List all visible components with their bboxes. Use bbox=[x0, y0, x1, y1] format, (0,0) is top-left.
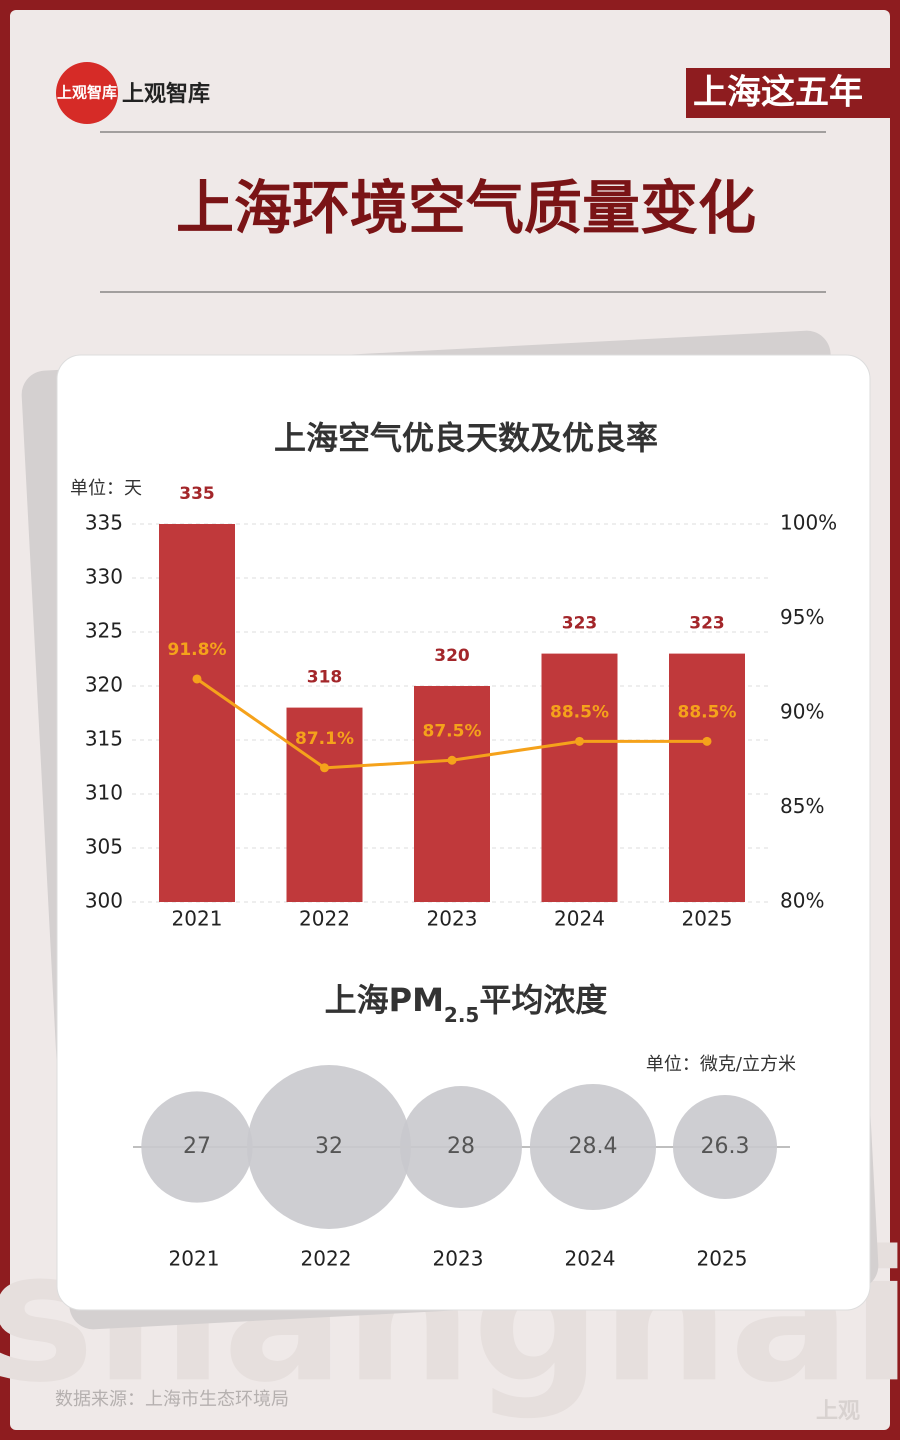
bar bbox=[669, 653, 745, 902]
line-label: 87.1% bbox=[295, 729, 354, 749]
y2-tick-label: 100% bbox=[780, 511, 837, 535]
line-label: 88.5% bbox=[678, 702, 737, 722]
line-point bbox=[320, 763, 329, 773]
line-point bbox=[702, 736, 712, 746]
y-tick-label: 330 bbox=[85, 565, 123, 589]
bubble-label: 28.4 bbox=[569, 1134, 618, 1159]
bubble-label: 28 bbox=[447, 1134, 475, 1159]
bubble bbox=[529, 1083, 657, 1211]
bubble bbox=[673, 1095, 777, 1199]
y-tick-label: 335 bbox=[85, 511, 123, 535]
line-label: 91.8% bbox=[168, 640, 227, 660]
bar-label: 318 bbox=[307, 668, 343, 688]
x-tick-label: 2022 bbox=[301, 1247, 352, 1271]
corner-mark: 上观 bbox=[816, 1399, 860, 1424]
logo bbox=[56, 62, 118, 124]
line-point bbox=[192, 674, 202, 684]
x-tick-label: 2023 bbox=[433, 1247, 484, 1271]
bar bbox=[414, 686, 490, 902]
x-tick-label: 2022 bbox=[299, 907, 350, 931]
brand: 上观智库 bbox=[122, 81, 210, 107]
title-sub: 2.5 bbox=[444, 1003, 479, 1027]
bar-label: 335 bbox=[179, 484, 215, 504]
y2-tick-label: 95% bbox=[780, 605, 824, 629]
logo-text: 上观智库 bbox=[57, 84, 117, 102]
chart-title: 上海PM2.5平均浓度 bbox=[325, 981, 608, 1027]
badge: 上海这五年 bbox=[693, 73, 863, 113]
line-point bbox=[575, 736, 584, 746]
bar bbox=[159, 524, 235, 902]
bubble bbox=[247, 1065, 411, 1229]
y-tick-label: 315 bbox=[85, 727, 123, 751]
bubble bbox=[141, 1091, 253, 1203]
bar bbox=[541, 653, 618, 902]
x-tick-label: 2024 bbox=[565, 1247, 616, 1271]
unit: 单位：微克/立方米 bbox=[646, 1054, 796, 1075]
line-label: 87.5% bbox=[423, 721, 482, 741]
x-tick-label: 2025 bbox=[697, 1247, 748, 1271]
bubble-label: 32 bbox=[315, 1134, 343, 1159]
y2-tick-label: 90% bbox=[780, 700, 824, 724]
x-tick-label: 2024 bbox=[554, 907, 605, 931]
y-tick-label: 300 bbox=[85, 889, 123, 913]
title-suffix: 平均浓度 bbox=[479, 981, 607, 1019]
bubble-label: 26.3 bbox=[701, 1134, 750, 1159]
y2-tick-label: 80% bbox=[780, 889, 824, 913]
title-main: 上海PM bbox=[325, 981, 444, 1019]
y-tick-label: 310 bbox=[85, 781, 123, 805]
x-tick-label: 2025 bbox=[682, 907, 733, 931]
x-tick-label: 2023 bbox=[427, 907, 478, 931]
main-title: 上海环境空气质量变化 bbox=[176, 174, 756, 242]
bubble bbox=[400, 1086, 522, 1208]
bar-label: 320 bbox=[434, 646, 470, 666]
y-tick-label: 325 bbox=[85, 619, 123, 643]
bubble-label: 27 bbox=[183, 1134, 211, 1159]
y-tick-label: 320 bbox=[85, 673, 123, 697]
chart-title: 上海空气优良天数及优良率 bbox=[274, 419, 658, 457]
y-tick-label: 305 bbox=[85, 835, 123, 859]
unit: 单位：天 bbox=[70, 478, 142, 499]
source: 数据来源：上海市生态环境局 bbox=[55, 1389, 289, 1410]
line-label: 88.5% bbox=[550, 702, 609, 722]
bar-label: 323 bbox=[562, 614, 598, 634]
bar-label: 323 bbox=[689, 614, 725, 634]
bar bbox=[286, 707, 363, 902]
x-tick-label: 2021 bbox=[169, 1247, 220, 1271]
x-tick-label: 2021 bbox=[172, 907, 223, 931]
badge-box bbox=[686, 68, 890, 118]
line-point bbox=[447, 755, 457, 765]
y2-tick-label: 85% bbox=[780, 794, 824, 818]
